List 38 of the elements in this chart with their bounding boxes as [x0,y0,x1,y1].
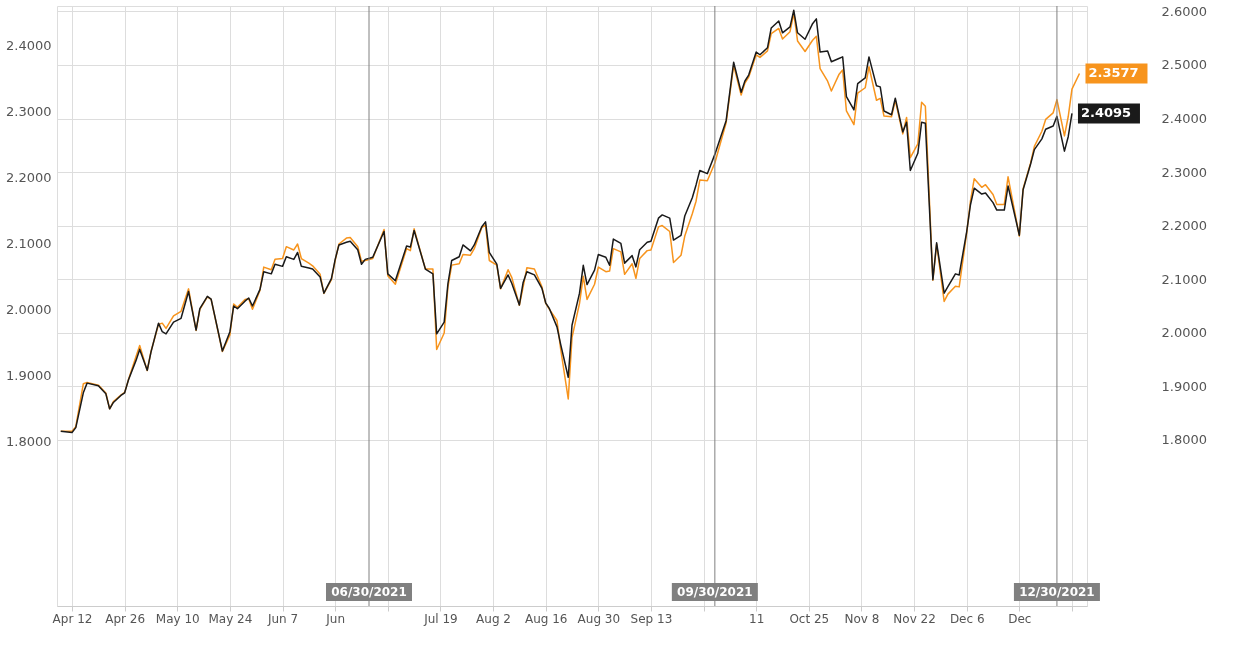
y-tick-label: 2.3000 [6,103,52,119]
y2-tick-label: 2.0000 [1161,325,1207,341]
x-tick-label: May 24 [208,611,253,626]
x-tick-label: Apr 26 [105,611,146,626]
x-tick-label: Jul 19 [423,611,458,626]
y2-tick-label: 2.1000 [1161,271,1207,287]
y-tick-label: 2.1000 [6,235,52,251]
x-tick-label: Nov 8 [844,611,880,626]
y-tick-label: 1.8000 [6,433,52,449]
y2-tick-label: 2.2000 [1161,218,1207,234]
y-tick-label: 1.9000 [6,367,52,383]
x-tick-label: Dec [1008,611,1032,626]
ref-line-label: 12/30/2021 [1019,585,1095,599]
data-label: 2.4095 [1080,105,1132,121]
x-tick-label: Dec 6 [949,611,985,626]
y-tick-label: 2.4000 [6,38,52,54]
x-tick-label: Oct 25 [789,611,830,626]
x-tick-label: Sep 13 [630,611,673,626]
x-tick-label: Apr 12 [52,611,93,626]
x-tick-label: Jun 7 [266,611,299,626]
y2-tick-label: 2.3000 [1161,164,1207,180]
y2-tick-label: 1.9000 [1161,378,1207,394]
y2-tick-label: 2.6000 [1161,3,1207,19]
x-tick-label: Aug 2 [476,611,511,626]
x-tick-label: Aug 30 [577,611,621,626]
y2-tick-label: 2.4000 [1161,111,1207,126]
ref-line-label: 06/30/2021 [331,585,407,599]
x-tick-label: 11 [749,611,765,626]
x-tick-label: Aug 16 [524,611,568,626]
ref-line-label: 09/30/2021 [677,585,753,599]
y-tick-label: 2.0000 [6,301,52,317]
y-tick-label: 2.2000 [6,169,52,185]
x-tick-label: Nov 22 [893,611,936,626]
x-tick-label: Jun [325,611,346,626]
y2-tick-label: 2.5000 [1161,57,1207,73]
data-label: 2.3577 [1088,65,1139,81]
y2-tick-label: 1.8000 [1161,432,1207,448]
x-tick-label: May 10 [155,611,200,626]
